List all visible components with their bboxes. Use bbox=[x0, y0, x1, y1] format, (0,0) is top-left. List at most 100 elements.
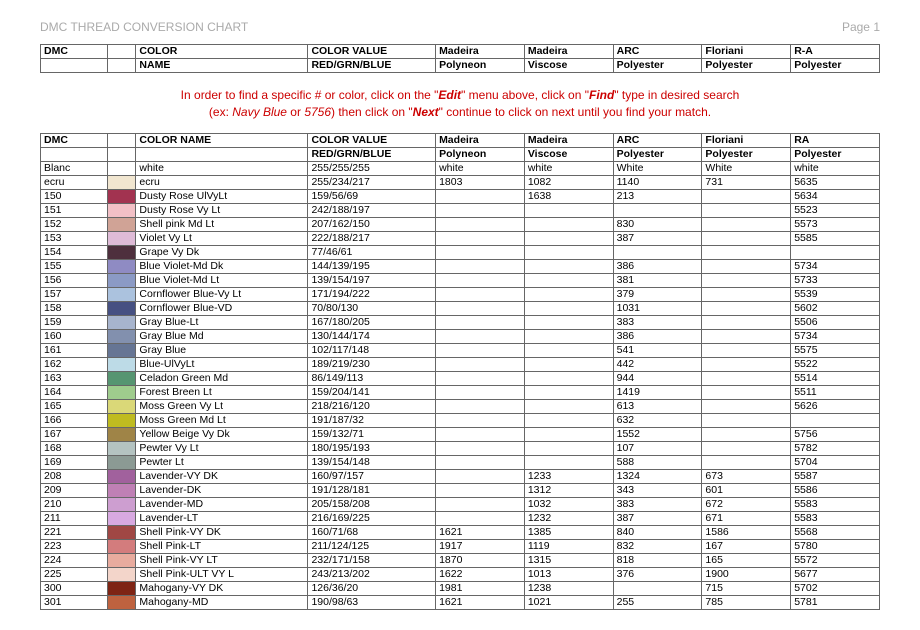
table-cell bbox=[524, 371, 613, 385]
table-cell bbox=[436, 455, 525, 469]
table-cell: Pewter Vy Lt bbox=[136, 441, 308, 455]
table-cell bbox=[436, 217, 525, 231]
table-cell: white bbox=[791, 161, 880, 175]
table-cell: 818 bbox=[613, 553, 702, 567]
table-cell bbox=[702, 371, 791, 385]
color-swatch bbox=[107, 245, 136, 259]
table-cell: Cornflower Blue-VD bbox=[136, 301, 308, 315]
table-cell: 205/158/208 bbox=[308, 497, 436, 511]
table-cell: 343 bbox=[613, 483, 702, 497]
color-swatch bbox=[107, 385, 136, 399]
col-header: Polyester bbox=[613, 147, 702, 161]
table-cell bbox=[702, 427, 791, 441]
table-cell: 5733 bbox=[791, 273, 880, 287]
table-cell: 601 bbox=[702, 483, 791, 497]
table-cell: Yellow Beige Vy Dk bbox=[136, 427, 308, 441]
table-cell: 190/98/63 bbox=[308, 595, 436, 609]
table-cell: 944 bbox=[613, 371, 702, 385]
col-header: Floriani bbox=[702, 133, 791, 147]
table-cell bbox=[524, 273, 613, 287]
header-table: DMCCOLORCOLOR VALUEMadeiraMadeiraARCFlor… bbox=[40, 44, 880, 73]
table-row: 151Dusty Rose Vy Lt242/188/1975523 bbox=[41, 203, 880, 217]
table-cell bbox=[436, 287, 525, 301]
table-cell: 5583 bbox=[791, 497, 880, 511]
table-cell: white bbox=[136, 161, 308, 175]
table-cell bbox=[436, 259, 525, 273]
table-cell: 1324 bbox=[613, 469, 702, 483]
table-cell bbox=[436, 343, 525, 357]
table-cell: 5587 bbox=[791, 469, 880, 483]
table-cell: Blue-UlVyLt bbox=[136, 357, 308, 371]
table-row: 223Shell Pink-LT211/124/1251917111983216… bbox=[41, 539, 880, 553]
color-swatch bbox=[107, 175, 136, 189]
table-cell: 5602 bbox=[791, 301, 880, 315]
color-swatch bbox=[107, 497, 136, 511]
table-cell: 218/216/120 bbox=[308, 399, 436, 413]
table-cell: 383 bbox=[613, 497, 702, 511]
table-cell: 731 bbox=[702, 175, 791, 189]
color-swatch bbox=[107, 511, 136, 525]
table-cell: 1621 bbox=[436, 595, 525, 609]
table-cell: 785 bbox=[702, 595, 791, 609]
col-header bbox=[107, 147, 136, 161]
table-cell: 152 bbox=[41, 217, 108, 231]
table-cell: 1586 bbox=[702, 525, 791, 539]
table-cell: 224 bbox=[41, 553, 108, 567]
table-cell: 632 bbox=[613, 413, 702, 427]
table-row: 164Forest Breen Lt159/204/14114195511 bbox=[41, 385, 880, 399]
color-swatch bbox=[107, 357, 136, 371]
table-row: 160Gray Blue Md130/144/1743865734 bbox=[41, 329, 880, 343]
table-cell: 153 bbox=[41, 231, 108, 245]
table-cell bbox=[436, 273, 525, 287]
table-cell: 161 bbox=[41, 343, 108, 357]
table-cell: 1419 bbox=[613, 385, 702, 399]
col-header: Polyneon bbox=[436, 59, 525, 73]
table-cell: 5782 bbox=[791, 441, 880, 455]
table-cell: 255 bbox=[613, 595, 702, 609]
table-cell: 5585 bbox=[791, 231, 880, 245]
table-cell: ecru bbox=[41, 175, 108, 189]
table-cell bbox=[702, 399, 791, 413]
col-header bbox=[107, 59, 136, 73]
table-cell bbox=[524, 357, 613, 371]
table-cell: Dusty Rose UlVyLt bbox=[136, 189, 308, 203]
table-cell: 221 bbox=[41, 525, 108, 539]
table-cell: 155 bbox=[41, 259, 108, 273]
col-header: RA bbox=[791, 133, 880, 147]
table-cell: 156 bbox=[41, 273, 108, 287]
table-cell: 167/180/205 bbox=[308, 315, 436, 329]
table-cell: 5677 bbox=[791, 567, 880, 581]
table-cell bbox=[436, 399, 525, 413]
table-cell: 5586 bbox=[791, 483, 880, 497]
color-swatch bbox=[107, 287, 136, 301]
color-swatch bbox=[107, 427, 136, 441]
table-cell: 1870 bbox=[436, 553, 525, 567]
table-cell: 211/124/125 bbox=[308, 539, 436, 553]
table-cell: 163 bbox=[41, 371, 108, 385]
table-cell bbox=[436, 245, 525, 259]
table-cell: Gray Blue bbox=[136, 343, 308, 357]
table-cell: Lavender-MD bbox=[136, 497, 308, 511]
color-swatch bbox=[107, 217, 136, 231]
table-cell: 1385 bbox=[524, 525, 613, 539]
table-cell: 387 bbox=[613, 231, 702, 245]
table-cell: 1312 bbox=[524, 483, 613, 497]
col-header: DMC bbox=[41, 45, 108, 59]
table-cell: 158 bbox=[41, 301, 108, 315]
table-cell: 180/195/193 bbox=[308, 441, 436, 455]
color-swatch bbox=[107, 455, 136, 469]
table-cell: 223 bbox=[41, 539, 108, 553]
table-cell bbox=[702, 455, 791, 469]
table-cell bbox=[436, 469, 525, 483]
table-cell: 5780 bbox=[791, 539, 880, 553]
table-cell: 1622 bbox=[436, 567, 525, 581]
table-cell: 5734 bbox=[791, 329, 880, 343]
table-cell: 1981 bbox=[436, 581, 525, 595]
col-header: Madeira bbox=[436, 133, 525, 147]
table-cell bbox=[702, 385, 791, 399]
table-cell: 164 bbox=[41, 385, 108, 399]
table-cell: 189/219/230 bbox=[308, 357, 436, 371]
table-cell bbox=[524, 343, 613, 357]
table-cell: 5506 bbox=[791, 315, 880, 329]
table-cell: 160 bbox=[41, 329, 108, 343]
